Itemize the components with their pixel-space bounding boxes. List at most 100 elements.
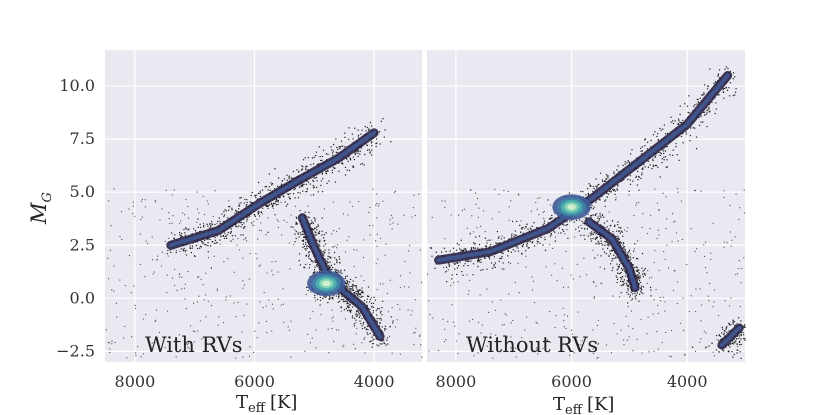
data-point [725,66,727,68]
data-point [302,184,304,187]
data-point [199,320,201,322]
data-point [359,289,361,291]
data-point [609,250,611,252]
data-point [313,217,315,219]
data-point [323,252,325,254]
data-point [740,334,742,336]
data-point [599,199,601,201]
data-point [679,322,681,324]
data-point [734,324,736,326]
data-point [287,193,290,196]
data-point [437,255,439,257]
data-point [743,334,745,336]
data-point [620,292,622,294]
data-point [616,263,618,265]
data-point [377,205,380,207]
data-point [353,265,355,268]
data-point [338,162,340,164]
data-point [501,255,503,258]
data-point [605,252,607,255]
data-point [733,338,735,340]
data-point [314,261,316,263]
data-point [272,308,274,310]
data-point [361,163,364,165]
data-point [712,351,714,353]
data-point [431,255,433,257]
data-point [550,233,552,235]
data-point [140,218,142,221]
data-point [244,198,246,201]
data-point [152,259,154,261]
data-point [698,102,700,104]
data-point [641,172,643,174]
data-point [310,222,313,224]
data-point [522,232,525,234]
data-point [721,349,724,351]
data-point [621,276,623,278]
data-point [740,343,742,346]
data-point [299,192,301,194]
data-point [740,357,742,359]
data-point [358,290,360,292]
data-point [522,244,525,246]
data-point [571,219,573,221]
data-point [597,342,599,344]
data-point [646,232,649,235]
data-point [694,127,696,129]
data-point [507,190,509,192]
data-point [488,311,490,313]
data-point [333,263,336,265]
data-point [622,284,624,286]
data-point [351,306,354,308]
data-point [658,209,660,212]
data-point [710,258,712,260]
data-point [316,271,318,273]
data-point [637,275,639,277]
data-point [686,105,689,107]
data-point [338,228,340,230]
data-point [611,220,614,222]
data-point [199,223,201,225]
data-point [351,315,354,317]
data-point [399,308,401,310]
data-point [376,317,378,320]
data-point [184,214,186,216]
data-point [738,341,741,343]
data-point [617,185,619,187]
data-point [332,229,334,232]
data-point [457,261,459,263]
data-point [362,323,364,325]
data-point [274,214,276,216]
data-point [459,248,461,250]
data-point [364,326,366,329]
data-point [234,212,236,214]
data-point [362,291,364,294]
data-point [381,307,383,309]
data-point [566,315,569,317]
data-point [368,211,370,214]
data-point [199,247,201,249]
data-point [297,171,300,173]
data-point [227,217,229,219]
data-point [314,272,316,274]
data-point [458,244,460,246]
data-point [302,166,304,168]
data-point [726,326,728,328]
data-point [324,243,327,245]
data-point [658,209,660,211]
data-point [650,214,652,216]
data-point [632,180,634,182]
data-point [275,198,278,201]
data-point [640,319,642,321]
data-point [445,250,447,253]
data-point [661,149,663,151]
data-point [139,233,141,235]
data-point [332,154,334,157]
data-point [366,298,368,300]
data-point [463,248,465,250]
data-point [187,205,189,208]
data-point [696,98,698,101]
data-point [498,193,500,195]
data-point [357,134,360,136]
data-point [647,316,649,318]
